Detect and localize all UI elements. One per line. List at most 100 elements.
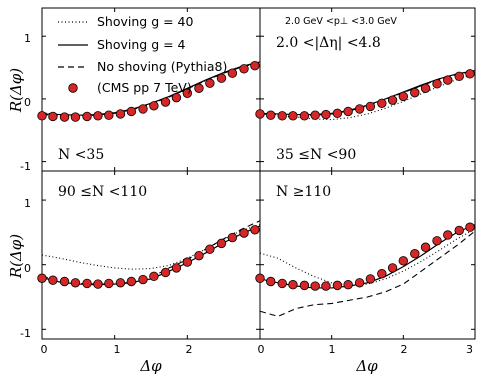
cms-point-panel-1-18: [454, 71, 464, 82]
y-tick-label-bottom-1: 1: [24, 197, 31, 210]
cms-point-panel-1-13: [398, 91, 409, 102]
cms-point-panel-1-1: [266, 110, 276, 120]
cms-point-panel-0-10: [149, 101, 159, 111]
y-axis-title-bottom: R(Δφ): [7, 234, 25, 279]
cms-point-panel-2-2: [59, 276, 70, 287]
cms-point-panel-3-13: [398, 256, 409, 266]
panel-label-n-ge-110: N ≥110: [276, 184, 331, 200]
cms-point-panel-2-17: [227, 232, 238, 243]
ticks-group: [41, 8, 476, 339]
x-axis-title-right: Δφ: [355, 357, 378, 375]
cms-point-panel-3-12: [387, 263, 398, 273]
y-axis-title-top: R(Δφ): [7, 68, 25, 113]
cms-point-panel-1-12: [387, 95, 398, 105]
y-tick-label-top-neg1: -1: [20, 160, 31, 173]
cms-point-panel-2-8: [126, 276, 137, 287]
panels-group: [41, 7, 476, 340]
cms-point-panel-2-3: [70, 278, 81, 288]
x-tick-label-right-0: 0: [258, 343, 265, 356]
cms-point-panel-0-5: [93, 111, 103, 121]
panel-label-35-le-n-lt-90: 35 ≤N <90: [276, 147, 356, 163]
cms-point-panel-2-0: [37, 273, 47, 283]
cms-point-panel-3-7: [332, 280, 343, 291]
cms-point-panel-3-4: [299, 280, 310, 291]
legend-label-noshove: No shoving (Pythia8): [97, 59, 227, 74]
cms-point-panel-0-4: [82, 111, 92, 122]
curve-noshove-panel-3: [260, 230, 475, 317]
cms-point-panel-1-8: [343, 106, 353, 117]
panel-label-90-le-n-lt-110: 90 ≤N <110: [58, 184, 147, 200]
cms-point-panel-1-2: [277, 111, 287, 121]
cms-point-panel-2-11: [160, 267, 171, 278]
cms-point-panel-3-8: [343, 280, 353, 290]
cms-point-panel-0-1: [48, 111, 58, 122]
cms-point-panel-1-9: [354, 104, 365, 114]
y-tick-label-bottom-0: 0: [24, 262, 31, 275]
cms-point-panel-0-17: [227, 68, 238, 78]
cms-point-panel-0-2: [59, 112, 70, 122]
cms-point-panel-1-5: [310, 110, 320, 120]
cms-point-panel-3-17: [443, 230, 453, 240]
cms-point-panel-1-15: [420, 83, 431, 93]
tick-labels-group: 1 0 -1 1 0 -1 0 1 2 0 1 2 3: [20, 32, 473, 356]
cms-point-panel-0-12: [171, 92, 182, 103]
cms-point-panel-0-11: [160, 97, 171, 107]
cms-point-panel-0-6: [104, 110, 114, 120]
cms-point-panel-0-9: [138, 104, 148, 114]
x-tick-label-left-1: 1: [114, 343, 121, 356]
x-tick-label-left-2: 2: [186, 343, 193, 356]
cms-point-panel-2-16: [216, 238, 227, 249]
cms-point-panel-0-15: [205, 78, 215, 88]
legend-label-cms: (CMS pp 7 TeV): [97, 80, 192, 95]
cms-point-panel-0-18: [239, 64, 249, 74]
legend: Shoving g = 40 Shoving g = 4 No shoving …: [58, 14, 227, 95]
y-tick-label-top-1: 1: [24, 32, 31, 45]
cms-point-panel-3-3: [288, 280, 298, 290]
cms-point-panel-2-6: [104, 278, 114, 289]
x-tick-label-right-3: 3: [466, 343, 473, 356]
cms-point-panel-1-7: [332, 108, 343, 119]
cms-point-panel-2-12: [171, 263, 182, 273]
cms-point-panel-0-7: [115, 109, 126, 119]
cms-point-panel-0-14: [194, 83, 204, 93]
legend-label-g40: Shoving g = 40: [97, 14, 194, 29]
cms-point-panel-2-7: [115, 278, 126, 288]
panel-label-n-lt-35: N <35: [58, 147, 104, 163]
pt-cut-annotation: 2.0 GeV <p⊥ <3.0 GeV: [285, 16, 397, 27]
cms-point-panel-1-4: [299, 111, 310, 121]
cms-point-panel-2-13: [182, 257, 193, 267]
cms-point-panel-2-1: [48, 275, 58, 285]
cms-point-panel-2-15: [205, 244, 215, 254]
cms-point-panel-3-9: [354, 278, 365, 288]
cms-point-panel-3-2: [277, 278, 287, 289]
cms-point-panel-0-8: [126, 106, 137, 117]
cms-point-panel-3-14: [410, 249, 420, 259]
cms-point-panel-1-6: [321, 109, 331, 120]
curve-g40-panel-2: [42, 224, 260, 270]
cms-point-panel-0-3: [70, 112, 81, 122]
cms-point-panel-0-16: [216, 73, 227, 83]
cms-point-panel-1-3: [288, 111, 298, 121]
cms-point-panel-1-16: [432, 79, 442, 89]
cms-point-panel-2-5: [93, 279, 103, 289]
panel-frame-n-ge-110: [259, 170, 476, 340]
x-axis-title-left: Δφ: [139, 357, 162, 375]
markers-group: [37, 60, 475, 291]
cms-point-panel-3-5: [310, 281, 320, 291]
cms-point-panel-1-0: [255, 109, 265, 119]
cms-point-panel-0-13: [182, 88, 193, 98]
cms-point-panel-1-14: [410, 87, 420, 98]
cms-point-panel-3-10: [365, 274, 376, 284]
x-tick-label-right-1: 1: [329, 343, 336, 356]
eta-cut-annotation: 2.0 <|Δη| <4.8: [276, 35, 381, 51]
cms-point-panel-3-11: [377, 269, 387, 279]
x-tick-label-right-2: 2: [401, 343, 408, 356]
cms-point-panel-1-10: [365, 101, 376, 112]
cms-point-panel-1-19: [465, 69, 475, 79]
cms-point-panel-3-18: [454, 225, 464, 236]
y-tick-label-bottom-neg1: -1: [20, 327, 31, 340]
cms-point-panel-2-14: [194, 250, 204, 261]
y-tick-label-top-0: 0: [24, 96, 31, 109]
cms-point-panel-3-6: [321, 281, 331, 291]
